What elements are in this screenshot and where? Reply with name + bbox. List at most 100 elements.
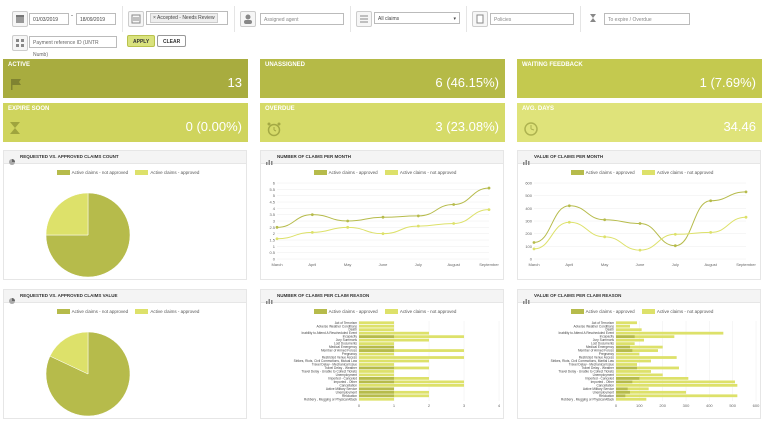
bar-not-approved: [359, 359, 429, 363]
date-to-input[interactable]: 18/09/2019: [76, 13, 116, 25]
y-tick-label: 600: [525, 181, 532, 186]
calendar-icon: [12, 11, 28, 27]
bar-approved: [616, 345, 630, 349]
panel-header: NUMBER OF CLAIMS PER MONTH: [261, 151, 503, 165]
category-label: Death: [348, 328, 357, 332]
category-label: Act of Terrorism: [335, 321, 358, 325]
assigned-agent-input[interactable]: Assigned agent: [260, 13, 344, 25]
bar-not-approved: [359, 352, 394, 356]
policies-input[interactable]: Policies: [490, 13, 574, 25]
y-tick-label: 4: [273, 206, 276, 211]
kpi-label: OVERDUE: [265, 106, 295, 112]
x-tick-label: 1: [393, 403, 396, 408]
x-tick-label: July: [415, 262, 422, 267]
legend-swatch: [313, 170, 327, 176]
kpi-waiting-feedback[interactable]: WAITING FEEDBACK 1 (7.69%): [517, 59, 762, 98]
bar-approved: [359, 380, 394, 384]
kpi-value: 0 (0.00%): [185, 119, 242, 134]
category-label: Relocation: [342, 394, 357, 398]
category-label: Active Military Service: [583, 387, 614, 391]
payment-reference-input[interactable]: Payment reference ID (UNTR Numb): [29, 36, 117, 58]
bar-chart-icon: [522, 292, 530, 310]
bar-not-approved: [616, 321, 637, 325]
user-icon: [240, 11, 256, 27]
line-chart: 0 0.511.5 22.53 3.544.5 55.56 March April May Ju…: [269, 181, 499, 268]
category-label: Cancellation: [596, 383, 614, 387]
bar-approved: [359, 394, 394, 398]
kpi-expire-soon[interactable]: EXPIRE SOON 0 (0.00%): [3, 103, 248, 142]
legend-label: Active claims - not approved: [71, 309, 129, 314]
bar-not-approved: [616, 331, 724, 335]
data-point: [381, 215, 385, 219]
panel-header: REQUESTED VS. APPROVED CLAIMS VALUE: [4, 290, 246, 304]
clear-button[interactable]: CLEAR: [157, 35, 187, 47]
bar-chart-icon: [265, 292, 273, 310]
x-tick-label: March: [528, 262, 539, 267]
x-tick-label: April: [565, 262, 573, 267]
data-point: [275, 225, 279, 229]
bar-not-approved: [359, 380, 464, 384]
panel-claims-per-month: NUMBER OF CLAIMS PER MONTH Active claims…: [260, 150, 504, 280]
data-point: [452, 222, 456, 225]
data-point: [487, 186, 491, 190]
bar-not-approved: [616, 345, 663, 349]
bar-approved: [359, 377, 394, 380]
kpi-active[interactable]: ACTIVE 13: [3, 59, 248, 98]
bar-not-approved: [616, 370, 651, 373]
bar-not-approved: [616, 390, 686, 394]
y-tick-label: 0: [530, 257, 533, 262]
category-label: Strikes, Riots, Civil Commotions, Mutual…: [294, 359, 358, 363]
data-point: [452, 203, 456, 206]
list-icon: [128, 11, 144, 27]
date-from-input[interactable]: 01/03/2019: [29, 13, 69, 25]
category-label: Unemployment: [593, 373, 615, 377]
bar-not-approved: [616, 342, 635, 345]
category-label: Travel Delay - Weather: [324, 366, 358, 370]
panel-claims-count-pie: REQUESTED VS. APPROVED CLAIMS COUNT Acti…: [3, 150, 247, 280]
bar-not-approved: [359, 331, 429, 335]
kpi-value: 1 (7.69%): [699, 75, 756, 90]
x-tick-label: August: [447, 262, 460, 267]
bar-approved: [616, 390, 630, 394]
bar-not-approved: [616, 356, 677, 359]
claims-select[interactable]: All claims ▾: [374, 12, 460, 24]
x-tick-label: 3: [463, 403, 466, 408]
data-point: [638, 248, 642, 252]
grid-icon: [12, 35, 28, 51]
pie-slice: [45, 192, 89, 236]
kpi-unassigned[interactable]: UNASSIGNED 6 (46.15%): [260, 59, 505, 98]
apply-button[interactable]: APPLY: [127, 35, 156, 47]
clock-icon: [523, 121, 539, 142]
panel-header: NUMBER OF CLAIMS PER CLAIM REASON: [261, 290, 503, 304]
bar-not-approved: [616, 366, 679, 370]
x-tick-label: 0: [615, 403, 618, 408]
bar-approved: [616, 366, 637, 370]
status-select[interactable]: × Accepted - Needs Review: [146, 11, 228, 25]
category-label: Imported - Other: [591, 380, 615, 384]
chart-legend: Active claims - approved Active claims -…: [261, 309, 503, 315]
data-point: [275, 237, 279, 241]
y-tick-label: 0: [273, 257, 276, 262]
kpi-label: WAITING FEEDBACK: [522, 62, 583, 68]
legend-swatch: [56, 170, 70, 176]
bar-not-approved: [359, 397, 394, 401]
bar-not-approved: [616, 380, 735, 384]
legend-swatch: [384, 309, 398, 315]
kpi-avg-days[interactable]: AVG. DAYS 34.46: [517, 103, 762, 142]
status-tag[interactable]: × Accepted - Needs Review: [150, 13, 218, 23]
series-line: [533, 191, 747, 247]
x-tick-label: September: [479, 262, 499, 267]
category-label: Jury Summons: [593, 338, 615, 342]
category-label: Active Military Service: [326, 387, 357, 391]
category-label: Strikes, Riots, Civil Commotions, Martia…: [551, 359, 615, 363]
bar-approved: [616, 380, 633, 384]
category-label: Medical Emergency: [329, 345, 357, 349]
legend-label: Active claims - not approved: [656, 309, 714, 314]
bar-approved: [616, 387, 628, 391]
kpi-overdue[interactable]: OVERDUE 3 (23.08%): [260, 103, 505, 142]
expire-overdue-input[interactable]: To expire / Overdue: [604, 13, 690, 25]
category-label: Unemployment: [593, 390, 615, 394]
bar-not-approved: [359, 321, 394, 325]
chart-legend: Active claims - approved Active claims -…: [518, 309, 760, 315]
